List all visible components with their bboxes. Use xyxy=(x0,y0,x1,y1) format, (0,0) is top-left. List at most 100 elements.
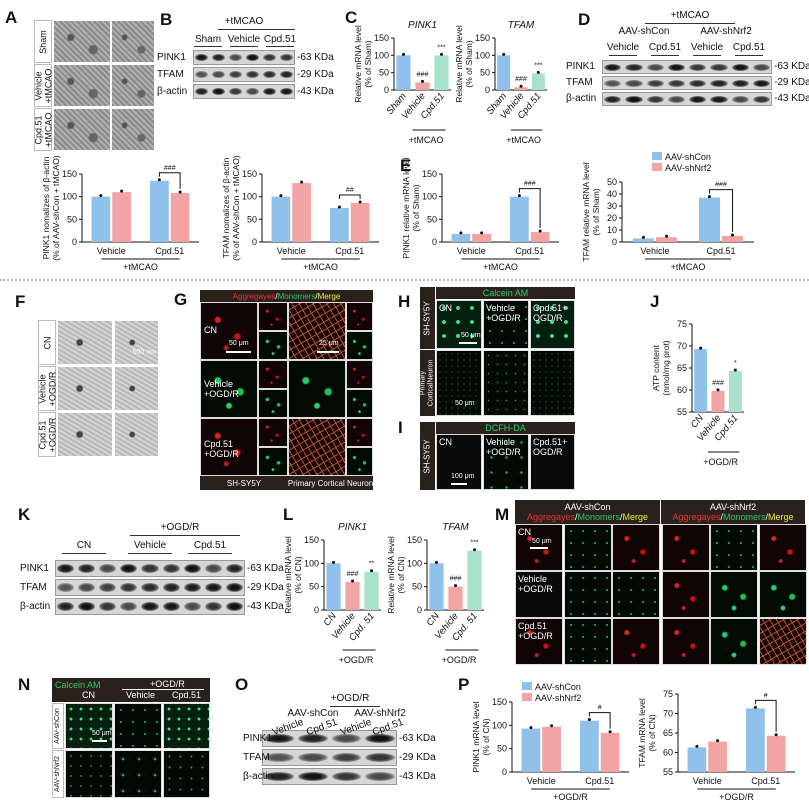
footer-sh-sy5y: SH-SY5Y xyxy=(200,476,288,490)
underline xyxy=(735,55,763,56)
data-point xyxy=(707,195,711,199)
data-point xyxy=(440,52,443,56)
protein-band xyxy=(667,95,685,103)
y-tick-label: 100 xyxy=(492,720,507,730)
data-point xyxy=(753,705,757,709)
bar-chart-7: PINK1 Relative mRNA level (% of CN) 0 50 100 1… xyxy=(283,522,381,665)
significance-bracket xyxy=(708,189,734,232)
image xyxy=(288,418,346,476)
y-tick-label: 60 xyxy=(677,385,687,395)
protein-band xyxy=(646,79,664,87)
protein-band xyxy=(141,564,159,573)
legend-label: AAV-shCon xyxy=(665,152,711,162)
data-point xyxy=(332,560,335,564)
protein-band xyxy=(78,564,96,573)
image: 50 μm xyxy=(436,350,482,416)
protein-band xyxy=(204,564,222,573)
significance-label: ### xyxy=(347,571,359,578)
data-point xyxy=(731,233,735,237)
protein-band xyxy=(264,772,294,781)
y-axis-label: (% of AAV-shCon + tMCAO) xyxy=(231,155,241,261)
mw-label: -43 KDa xyxy=(399,770,436,782)
stain-header: DCFH-DA xyxy=(436,422,575,434)
image xyxy=(346,302,373,331)
protein-band xyxy=(120,602,138,611)
protein-band xyxy=(225,583,243,592)
data-point xyxy=(473,548,476,552)
bar xyxy=(497,55,511,90)
significance-bracket xyxy=(754,699,777,732)
y-tick-label: 50 xyxy=(427,214,437,224)
row-label: Cpd.51 +OGD/R xyxy=(37,412,57,457)
protein-band xyxy=(57,602,75,611)
chart-title: PINK1 xyxy=(338,522,367,533)
image xyxy=(758,618,807,665)
panel-label-k: K xyxy=(18,505,31,524)
y-tick-label: 55 xyxy=(663,767,673,777)
x-tick-label: Cpd.51 xyxy=(515,246,544,256)
em-image xyxy=(57,366,113,411)
protein-band xyxy=(229,70,242,79)
em-image xyxy=(53,108,111,151)
y-axis-label: (nmol/mg prot) xyxy=(661,340,671,395)
data-point xyxy=(517,194,521,198)
protein-band xyxy=(604,95,622,103)
x-tick-label: Cpd.51 xyxy=(155,246,184,256)
underline xyxy=(645,23,735,24)
data-point xyxy=(550,724,554,728)
image xyxy=(661,618,710,665)
image xyxy=(114,750,162,798)
y-axis-label: Relative mRNA level xyxy=(386,536,396,614)
protein-band xyxy=(331,753,362,762)
image xyxy=(258,360,288,389)
group-label: +OGD/R xyxy=(339,655,374,665)
bar-aav-shcon xyxy=(91,196,111,242)
protein-band xyxy=(246,87,259,96)
protein-band xyxy=(212,53,225,62)
row-label: CN xyxy=(38,320,56,365)
protein-band xyxy=(731,79,749,87)
x-tick-label: Vehicle xyxy=(457,246,486,256)
bar-aav-shnrf2 xyxy=(292,183,311,242)
data-point xyxy=(480,231,484,235)
data-point xyxy=(351,579,354,583)
bar-aav-shnrf2 xyxy=(350,203,370,242)
protein-band xyxy=(365,734,395,743)
protein-band xyxy=(204,602,222,611)
y-axis-label: PINK1 relative mRNA level xyxy=(401,157,411,258)
y-tick-label: 150 xyxy=(304,535,319,545)
protein-band xyxy=(752,63,770,71)
x-tick-label: Cpd.51 xyxy=(585,776,614,786)
data-point xyxy=(178,190,182,194)
row-label: Vehicle +tMCAO xyxy=(33,64,53,107)
y-tick-label: 60 xyxy=(663,748,673,758)
image xyxy=(65,750,113,798)
protein-band xyxy=(752,79,770,87)
protein-band xyxy=(752,95,770,103)
protein-band xyxy=(141,583,159,592)
bar xyxy=(467,550,482,610)
data-point xyxy=(157,178,161,182)
y-axis-label: Relative mRNA level xyxy=(353,25,363,103)
bar-aav-shnrf2 xyxy=(656,237,678,242)
em-image xyxy=(53,20,111,63)
bar-aav-shnrf2 xyxy=(722,236,744,242)
protein-band xyxy=(225,564,243,573)
group-label: Vehicle xyxy=(690,42,724,53)
protein-label: TFAM xyxy=(243,751,270,763)
mw-label: -29 KDa xyxy=(399,751,436,763)
y-tick-label: 150 xyxy=(422,169,437,179)
significance-label: *** xyxy=(437,44,445,51)
image: 25 μm xyxy=(288,302,346,360)
protein-band xyxy=(297,772,328,781)
bar xyxy=(415,82,430,90)
row-label: Vehicle +OGD/R xyxy=(518,574,553,594)
significance-label: * xyxy=(734,360,737,367)
bar-aav-shnrf2 xyxy=(542,726,561,772)
em-image-zoom xyxy=(111,20,155,63)
protein-band xyxy=(710,79,728,87)
image: Vehicle +OGD/R xyxy=(483,300,529,349)
protein-band xyxy=(141,602,159,611)
panel-label-f: F xyxy=(15,292,26,311)
group-label: +OGD/R xyxy=(719,792,754,802)
